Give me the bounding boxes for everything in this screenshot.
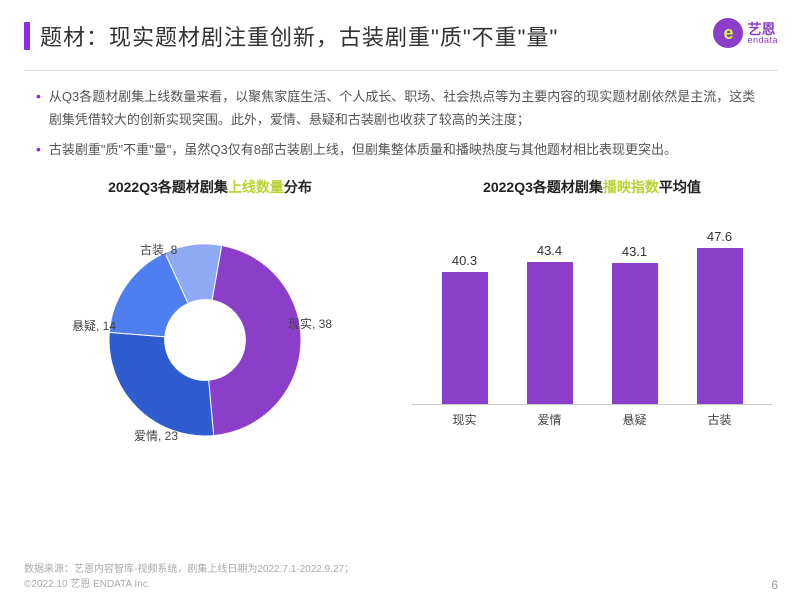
- donut-label: 爱情, 23: [134, 427, 178, 444]
- bar-column: 43.4: [520, 243, 580, 404]
- page-title: 题材：现实题材剧注重创新，古装剧重"质"不重"量": [40, 20, 558, 52]
- bar-column: 43.1: [605, 244, 665, 404]
- logo-text: 艺恩 endata: [747, 22, 778, 45]
- bar-category-label: 古装: [690, 411, 750, 428]
- donut-svg: [70, 205, 350, 465]
- donut-slice: [209, 246, 301, 436]
- footer-copyright: ©2022.10 艺恩 ENDATA Inc.: [24, 577, 354, 592]
- bar-rect: [697, 248, 743, 404]
- brand-logo: e 艺恩 endata: [713, 18, 778, 48]
- bar-column: 40.3: [435, 253, 495, 404]
- donut-title: 2022Q3各题材剧集上线数量分布: [108, 177, 312, 197]
- bar-title: 2022Q3各题材剧集播映指数平均值: [483, 177, 701, 197]
- footer: 数据来源：艺恩内容智库-视频系统，剧集上线日期为2022.7.1-2022.9.…: [24, 562, 778, 592]
- donut-chart: 现实, 38 爱情, 23 悬疑, 14 古装, 8: [70, 205, 350, 465]
- bar-category-label: 现实: [435, 411, 495, 428]
- donut-chart-panel: 2022Q3各题材剧集上线数量分布 现实, 38 爱情, 23 悬疑, 14 古…: [24, 177, 396, 465]
- bar-value-label: 43.1: [622, 244, 647, 259]
- bar-value-label: 43.4: [537, 243, 562, 258]
- bars-container: 40.3 43.4 43.1 47.6: [412, 215, 772, 405]
- title-rest: 现实题材剧注重创新，古装剧重"质"不重"量": [109, 25, 558, 50]
- bar-rect: [527, 262, 573, 404]
- donut-label: 悬疑, 14: [72, 317, 116, 334]
- footer-left: 数据来源：艺恩内容智库-视频系统，剧集上线日期为2022.7.1-2022.9.…: [24, 562, 354, 592]
- bar-labels: 现实 爱情 悬疑 古装: [412, 405, 772, 428]
- footer-source: 数据来源：艺恩内容智库-视频系统，剧集上线日期为2022.7.1-2022.9.…: [24, 562, 354, 577]
- bullet-list: • 从Q3各题材剧集上线数量来看，以聚焦家庭生活、个人成长、职场、社会热点等为主…: [0, 71, 802, 161]
- donut-slice: [109, 333, 214, 437]
- bullet-dot-icon: •: [36, 138, 41, 161]
- bar-chart: 40.3 43.4 43.1 47.6 现实 爱情 悬疑 古装: [412, 205, 772, 445]
- donut-label: 现实, 38: [288, 315, 332, 332]
- bar-rect: [442, 272, 488, 404]
- page-number: 6: [771, 578, 778, 592]
- bullet-item: • 古装剧重"质"不重"量"，虽然Q3仅有8部古装剧上线，但剧集整体质量和播映热…: [36, 138, 766, 161]
- bar-category-label: 爱情: [520, 411, 580, 428]
- donut-label: 古装, 8: [140, 241, 177, 258]
- bar-value-label: 47.6: [707, 229, 732, 244]
- title-prefix: 题材：: [40, 25, 109, 50]
- title-accent-bar: [24, 22, 30, 50]
- logo-cn: 艺恩: [747, 22, 778, 36]
- logo-icon: e: [713, 18, 743, 48]
- bullet-text: 从Q3各题材剧集上线数量来看，以聚焦家庭生活、个人成长、职场、社会热点等为主要内…: [49, 85, 766, 132]
- bar-chart-panel: 2022Q3各题材剧集播映指数平均值 40.3 43.4 43.1 47.6 现实 爱情…: [406, 177, 778, 465]
- logo-en: endata: [747, 36, 778, 45]
- charts-row: 2022Q3各题材剧集上线数量分布 现实, 38 爱情, 23 悬疑, 14 古…: [0, 167, 802, 465]
- bullet-item: • 从Q3各题材剧集上线数量来看，以聚焦家庭生活、个人成长、职场、社会热点等为主…: [36, 85, 766, 132]
- bullet-text: 古装剧重"质"不重"量"，虽然Q3仅有8部古装剧上线，但剧集整体质量和播映热度与…: [49, 138, 677, 161]
- bar-column: 47.6: [690, 229, 750, 404]
- bar-rect: [612, 263, 658, 404]
- bar-category-label: 悬疑: [605, 411, 665, 428]
- header: 题材：现实题材剧注重创新，古装剧重"质"不重"量" e 艺恩 endata: [0, 0, 802, 62]
- bar-value-label: 40.3: [452, 253, 477, 268]
- bullet-dot-icon: •: [36, 85, 41, 132]
